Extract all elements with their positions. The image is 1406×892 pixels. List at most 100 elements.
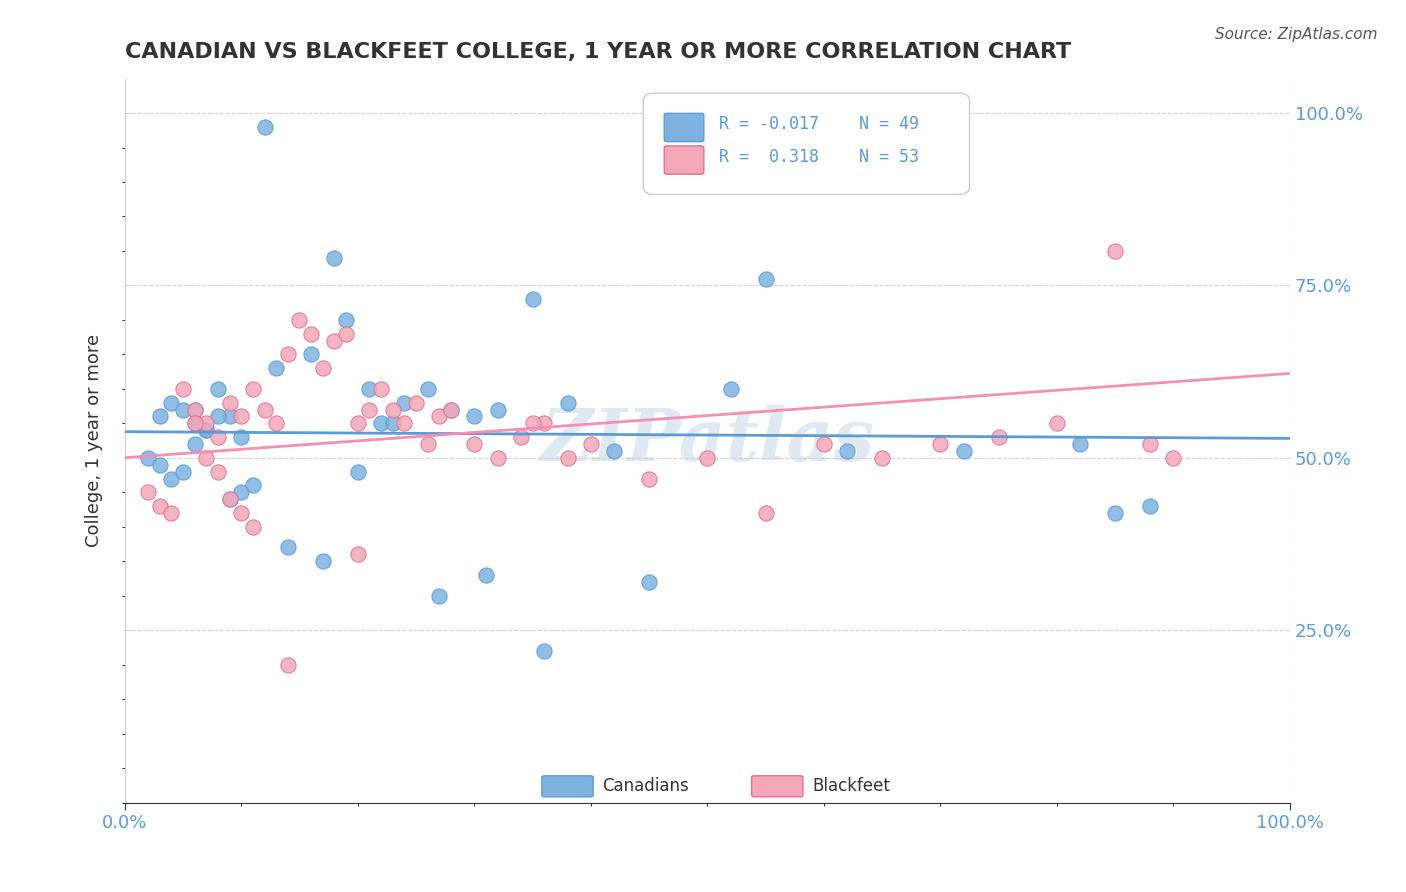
Point xyxy=(720,382,742,396)
Point xyxy=(242,382,264,396)
Point xyxy=(463,409,485,424)
Point xyxy=(288,313,311,327)
Point xyxy=(346,547,368,561)
Text: R =  0.318    N = 53: R = 0.318 N = 53 xyxy=(718,148,920,166)
Point xyxy=(522,417,544,431)
Point xyxy=(323,334,346,348)
Point xyxy=(195,450,218,465)
Point xyxy=(231,430,253,444)
Point xyxy=(207,409,229,424)
Point xyxy=(463,437,485,451)
Point xyxy=(253,120,276,134)
Point xyxy=(160,471,183,485)
Point xyxy=(1069,437,1091,451)
Point xyxy=(264,417,287,431)
Point xyxy=(359,382,381,396)
FancyBboxPatch shape xyxy=(664,146,704,174)
Point xyxy=(195,417,218,431)
Point xyxy=(218,409,240,424)
Point xyxy=(183,417,205,431)
Point xyxy=(475,568,498,582)
Point xyxy=(264,361,287,376)
Point xyxy=(277,541,299,555)
Point xyxy=(394,395,416,409)
Point xyxy=(172,465,194,479)
Text: CANADIAN VS BLACKFEET COLLEGE, 1 YEAR OR MORE CORRELATION CHART: CANADIAN VS BLACKFEET COLLEGE, 1 YEAR OR… xyxy=(125,42,1071,62)
Point xyxy=(755,271,778,285)
Point xyxy=(533,644,555,658)
Point xyxy=(394,417,416,431)
Point xyxy=(299,347,322,361)
Point xyxy=(755,506,778,520)
Point xyxy=(160,395,183,409)
Point xyxy=(277,657,299,672)
Point xyxy=(136,485,159,500)
Point xyxy=(218,492,240,507)
Point xyxy=(346,465,368,479)
Point xyxy=(427,589,450,603)
Point xyxy=(172,402,194,417)
FancyBboxPatch shape xyxy=(664,113,704,142)
Point xyxy=(218,395,240,409)
FancyBboxPatch shape xyxy=(644,93,970,194)
Point xyxy=(1163,450,1185,465)
Point xyxy=(149,499,172,513)
Point xyxy=(952,444,974,458)
Point xyxy=(207,430,229,444)
Point xyxy=(149,409,172,424)
Point xyxy=(323,251,346,265)
Point xyxy=(1046,417,1069,431)
Point xyxy=(346,417,368,431)
Text: Canadians: Canadians xyxy=(603,777,689,795)
Point xyxy=(231,409,253,424)
Point xyxy=(486,402,509,417)
FancyBboxPatch shape xyxy=(541,776,593,797)
Point xyxy=(1104,244,1126,258)
Point xyxy=(312,554,335,568)
Text: ZIPatlas: ZIPatlas xyxy=(540,405,875,476)
Point xyxy=(312,361,335,376)
Point xyxy=(183,417,205,431)
Point xyxy=(579,437,602,451)
Point xyxy=(522,292,544,306)
Text: Blackfeet: Blackfeet xyxy=(813,777,890,795)
Point xyxy=(242,478,264,492)
Point xyxy=(440,402,463,417)
Point xyxy=(160,506,183,520)
Point xyxy=(195,423,218,437)
Point xyxy=(183,402,205,417)
Point xyxy=(486,450,509,465)
Point xyxy=(1139,499,1161,513)
Point xyxy=(987,430,1010,444)
Point xyxy=(207,382,229,396)
Text: Source: ZipAtlas.com: Source: ZipAtlas.com xyxy=(1215,27,1378,42)
Point xyxy=(335,326,357,341)
Point xyxy=(172,382,194,396)
Point xyxy=(813,437,835,451)
Point xyxy=(638,574,661,589)
Point xyxy=(136,450,159,465)
Point xyxy=(381,417,404,431)
Point xyxy=(207,465,229,479)
Point xyxy=(231,485,253,500)
Point xyxy=(603,444,626,458)
Point xyxy=(335,313,357,327)
Point xyxy=(195,423,218,437)
Point xyxy=(929,437,952,451)
Point xyxy=(381,402,404,417)
Point xyxy=(218,492,240,507)
Point xyxy=(557,450,579,465)
Point xyxy=(370,382,392,396)
Point xyxy=(557,395,579,409)
Point xyxy=(183,437,205,451)
Point xyxy=(533,417,555,431)
Point xyxy=(405,395,427,409)
Y-axis label: College, 1 year or more: College, 1 year or more xyxy=(86,334,103,547)
Point xyxy=(231,506,253,520)
Point xyxy=(149,458,172,472)
Point xyxy=(183,402,205,417)
Point xyxy=(416,382,439,396)
FancyBboxPatch shape xyxy=(752,776,803,797)
Text: R = -0.017    N = 49: R = -0.017 N = 49 xyxy=(718,115,920,133)
Point xyxy=(370,417,392,431)
